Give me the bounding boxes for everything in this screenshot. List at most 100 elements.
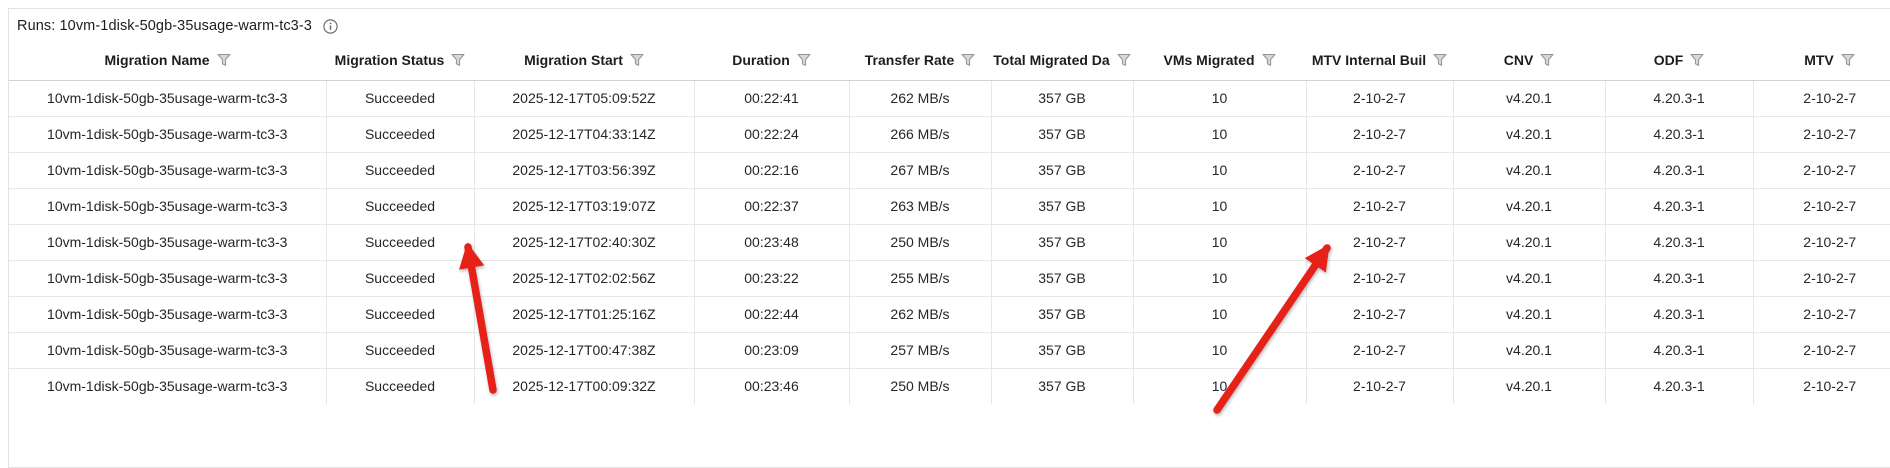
cell-migration-start: 2025-12-17T02:40:30Z [473, 224, 694, 261]
cell-mtv-internal-build: 2-10-2-7 [1305, 224, 1453, 261]
cell-transfer-rate: 255 MB/s [848, 260, 991, 297]
cell-total-migrated-data: 357 GB [990, 80, 1133, 117]
cell-vms-migrated: 10 [1132, 332, 1306, 369]
filter-icon[interactable] [630, 53, 644, 67]
cell-duration: 00:22:24 [693, 116, 849, 153]
column-header-label: MTV Internal Buil [1311, 51, 1427, 68]
filter-icon[interactable] [1690, 53, 1704, 67]
table-row: 10vm-1disk-50gb-35usage-warm-tc3-3 Succee… [9, 152, 1890, 189]
cell-mtv-internal-build: 2-10-2-7 [1305, 188, 1453, 225]
table-row: 10vm-1disk-50gb-35usage-warm-tc3-3 Succee… [9, 224, 1890, 261]
cell-mtv-internal-build: 2-10-2-7 [1305, 368, 1453, 404]
info-icon[interactable] [323, 18, 338, 34]
cell-migration-status: Succeeded [325, 188, 474, 225]
cell-vms-migrated: 10 [1132, 260, 1306, 297]
runs-title-bar: Runs: 10vm-1disk-50gb-35usage-warm-tc3-3 [9, 9, 1890, 35]
table-row: 10vm-1disk-50gb-35usage-warm-tc3-3 Succee… [9, 296, 1890, 333]
cell-migration-status: Succeeded [325, 332, 474, 369]
filter-icon[interactable] [451, 53, 465, 67]
cell-total-migrated-data: 357 GB [990, 224, 1133, 261]
filter-icon[interactable] [1540, 53, 1554, 67]
column-header-migration-start[interactable]: Migration Start [474, 40, 694, 81]
cell-total-migrated-data: 357 GB [990, 116, 1133, 153]
cell-transfer-rate: 262 MB/s [848, 80, 991, 117]
cell-vms-migrated: 10 [1132, 116, 1306, 153]
runs-title: Runs: 10vm-1disk-50gb-35usage-warm-tc3-3 [17, 18, 312, 34]
cell-transfer-rate: 267 MB/s [848, 152, 991, 189]
cell-transfer-rate: 263 MB/s [848, 188, 991, 225]
cell-migration-name: 10vm-1disk-50gb-35usage-warm-tc3-3 [47, 378, 288, 395]
cell-migration-status: Succeeded [325, 80, 474, 117]
cell-mtv: 2-10-2-7 [1752, 296, 1890, 333]
column-header-label: Transfer Rate [864, 51, 955, 68]
cell-mtv: 2-10-2-7 [1752, 224, 1890, 261]
cell-total-migrated-data: 357 GB [990, 188, 1133, 225]
cell-odf: 4.20.3-1 [1604, 80, 1753, 117]
cell-cnv: v4.20.1 [1452, 80, 1605, 117]
column-header-label: Total Migrated Da [993, 51, 1110, 68]
filter-icon[interactable] [961, 53, 975, 67]
table-row: 10vm-1disk-50gb-35usage-warm-tc3-3 Succee… [9, 80, 1890, 117]
cell-odf: 4.20.3-1 [1604, 368, 1753, 404]
column-header-label: Migration Name [104, 51, 210, 68]
cell-odf: 4.20.3-1 [1604, 260, 1753, 297]
cell-duration: 00:22:37 [693, 188, 849, 225]
cell-vms-migrated: 10 [1132, 188, 1306, 225]
cell-duration: 00:23:48 [693, 224, 849, 261]
cell-cnv: v4.20.1 [1452, 188, 1605, 225]
runs-table: Migration Name Migration Status Migration … [9, 40, 1890, 404]
cell-mtv-internal-build: 2-10-2-7 [1305, 296, 1453, 333]
filter-icon[interactable] [1262, 53, 1276, 67]
cell-mtv: 2-10-2-7 [1752, 116, 1890, 153]
column-header-migration-status[interactable]: Migration Status [326, 40, 474, 81]
cell-transfer-rate: 262 MB/s [848, 296, 991, 333]
column-header-label: ODF [1653, 51, 1684, 68]
column-header-mtv[interactable]: MTV [1753, 40, 1890, 81]
cell-transfer-rate: 266 MB/s [848, 116, 991, 153]
column-header-vms-migrated[interactable]: VMs Migrated [1133, 40, 1306, 81]
cell-migration-start: 2025-12-17T00:09:32Z [473, 368, 694, 404]
filter-icon[interactable] [1433, 53, 1447, 67]
table-row: 10vm-1disk-50gb-35usage-warm-tc3-3 Succee… [9, 116, 1890, 153]
cell-migration-status: Succeeded [325, 260, 474, 297]
table-row: 10vm-1disk-50gb-35usage-warm-tc3-3 Succee… [9, 260, 1890, 297]
column-header-total-migrated-data[interactable]: Total Migrated Da [991, 40, 1133, 81]
cell-vms-migrated: 10 [1132, 224, 1306, 261]
cell-odf: 4.20.3-1 [1604, 116, 1753, 153]
cell-transfer-rate: 257 MB/s [848, 332, 991, 369]
column-header-label: VMs Migrated [1163, 51, 1255, 68]
runs-table-header: Migration Name Migration Status Migration … [9, 40, 1890, 81]
column-header-migration-name[interactable]: Migration Name [9, 40, 326, 81]
cell-total-migrated-data: 357 GB [990, 152, 1133, 189]
cell-odf: 4.20.3-1 [1604, 224, 1753, 261]
cell-transfer-rate: 250 MB/s [848, 368, 991, 404]
runs-table-body: 10vm-1disk-50gb-35usage-warm-tc3-3 Succee… [9, 80, 1890, 404]
cell-vms-migrated: 10 [1132, 152, 1306, 189]
cell-duration: 00:22:41 [693, 80, 849, 117]
cell-odf: 4.20.3-1 [1604, 152, 1753, 189]
table-row: 10vm-1disk-50gb-35usage-warm-tc3-3 Succee… [9, 188, 1890, 225]
column-header-transfer-rate[interactable]: Transfer Rate [849, 40, 991, 81]
filter-icon[interactable] [797, 53, 811, 67]
cell-total-migrated-data: 357 GB [990, 296, 1133, 333]
filter-icon[interactable] [1841, 53, 1855, 67]
table-row: 10vm-1disk-50gb-35usage-warm-tc3-3 Succee… [9, 332, 1890, 369]
cell-cnv: v4.20.1 [1452, 368, 1605, 404]
column-header-mtv-internal-build[interactable]: MTV Internal Buil [1306, 40, 1453, 81]
column-header-label: Migration Status [334, 51, 445, 68]
cell-migration-name: 10vm-1disk-50gb-35usage-warm-tc3-3 [9, 116, 326, 153]
cell-mtv-internal-build: 2-10-2-7 [1305, 116, 1453, 153]
cell-migration-status: Succeeded [325, 152, 474, 189]
cell-vms-migrated: 10 [1132, 296, 1306, 333]
cell-cnv: v4.20.1 [1452, 116, 1605, 153]
cell-migration-start: 2025-12-17T03:19:07Z [473, 188, 694, 225]
column-header-cnv[interactable]: CNV [1453, 40, 1605, 81]
cell-migration-start: 2025-12-17T01:25:16Z [473, 296, 694, 333]
filter-icon[interactable] [217, 53, 231, 67]
cell-migration-name: 10vm-1disk-50gb-35usage-warm-tc3-3 [9, 332, 326, 369]
column-header-duration[interactable]: Duration [694, 40, 849, 81]
column-header-odf[interactable]: ODF [1605, 40, 1753, 81]
cell-odf: 4.20.3-1 [1604, 296, 1753, 333]
cell-mtv: 2-10-2-7 [1752, 368, 1890, 404]
filter-icon[interactable] [1117, 53, 1131, 67]
